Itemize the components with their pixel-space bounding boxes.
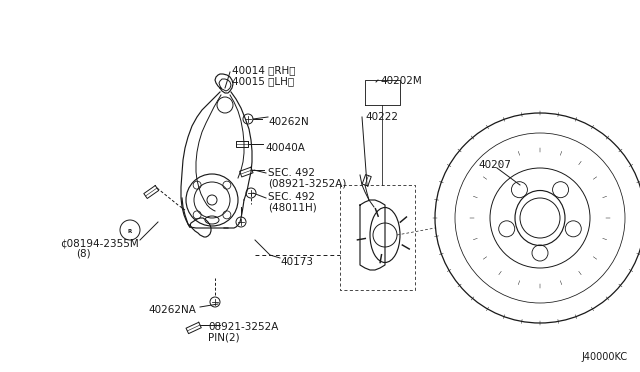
Text: (08921-3252A): (08921-3252A) — [268, 178, 346, 188]
Text: SEC. 492: SEC. 492 — [268, 168, 315, 178]
Text: 40173: 40173 — [280, 257, 313, 267]
Text: (8): (8) — [76, 249, 91, 259]
Text: 40202M: 40202M — [380, 76, 422, 86]
Text: 40207: 40207 — [478, 160, 511, 170]
Text: (48011H): (48011H) — [268, 202, 317, 212]
Text: 40222: 40222 — [365, 112, 398, 122]
Text: 40262N: 40262N — [268, 117, 308, 127]
Text: 40040A: 40040A — [265, 143, 305, 153]
Text: PIN(2): PIN(2) — [208, 332, 239, 342]
Text: 40262NA: 40262NA — [148, 305, 196, 315]
Text: 40014 〈RH〉: 40014 〈RH〉 — [232, 65, 296, 75]
Text: 08921-3252A: 08921-3252A — [208, 322, 278, 332]
Text: SEC. 492: SEC. 492 — [268, 192, 315, 202]
Text: ¢08194-2355M: ¢08194-2355M — [60, 238, 139, 248]
Text: R: R — [127, 229, 131, 234]
Text: 40015 〈LH〉: 40015 〈LH〉 — [232, 76, 294, 86]
Text: J40000KC: J40000KC — [582, 352, 628, 362]
